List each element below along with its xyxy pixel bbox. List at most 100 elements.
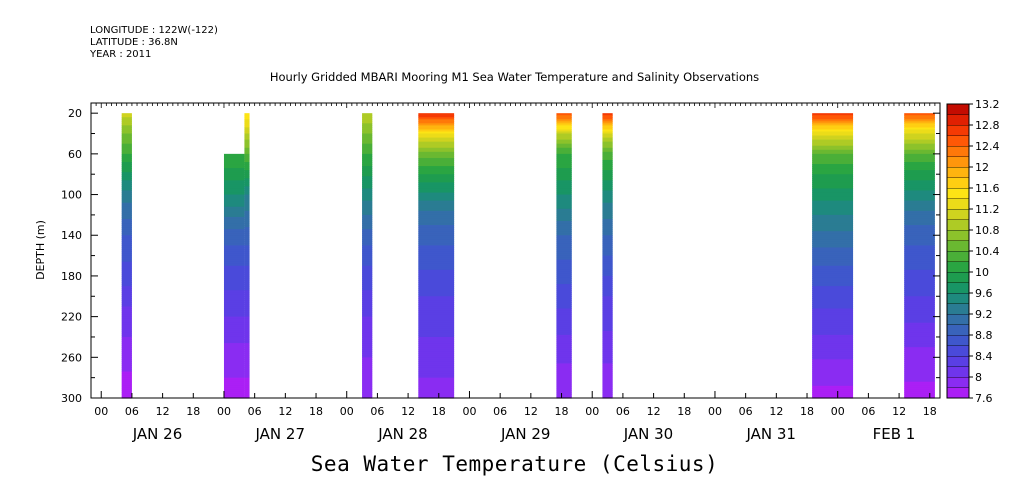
data-cell <box>602 125 613 129</box>
data-cell <box>418 247 455 251</box>
data-cell <box>244 149 250 153</box>
data-cell <box>812 363 854 367</box>
data-cell <box>418 229 455 232</box>
data-cell <box>244 225 250 228</box>
data-cell <box>244 190 250 194</box>
data-cell <box>418 361 455 365</box>
data-cell <box>244 214 250 218</box>
data-cell <box>121 373 132 377</box>
data-cell <box>362 381 373 385</box>
data-cell <box>362 184 373 188</box>
data-cell <box>244 151 250 155</box>
data-cell <box>362 298 373 301</box>
data-cell <box>904 202 935 206</box>
data-cell <box>362 326 373 330</box>
data-cell <box>121 202 132 206</box>
data-cell <box>223 363 245 367</box>
data-cell <box>244 188 250 192</box>
data-cell <box>418 377 455 381</box>
data-cell <box>121 314 132 318</box>
x-tick-label: 00 <box>217 405 231 418</box>
data-cell <box>121 322 132 326</box>
data-cell <box>223 393 245 397</box>
data-cell <box>812 182 854 185</box>
data-cell <box>904 298 935 301</box>
data-segment <box>362 113 373 399</box>
data-cell <box>121 267 132 271</box>
data-cell <box>362 355 373 358</box>
data-cell <box>556 229 572 232</box>
data-cell <box>418 233 455 236</box>
data-cell <box>121 336 132 340</box>
data-cell <box>904 332 935 336</box>
data-cell <box>556 170 572 173</box>
data-cell <box>602 135 613 139</box>
data-cell <box>812 164 854 167</box>
data-cell <box>418 349 455 352</box>
data-cell <box>418 263 455 267</box>
data-cell <box>121 261 132 265</box>
data-cell <box>223 379 245 383</box>
data-cell <box>556 263 572 267</box>
data-cell <box>223 385 245 389</box>
x-tick-label: 06 <box>248 405 262 418</box>
data-cell <box>121 218 132 222</box>
data-cell <box>812 147 854 151</box>
data-cell <box>602 155 613 159</box>
data-cell <box>904 273 935 277</box>
data-cell <box>556 186 572 190</box>
data-cell <box>244 304 250 308</box>
data-cell <box>904 312 935 316</box>
data-cell <box>121 214 132 218</box>
data-cell <box>121 198 132 202</box>
data-cell <box>244 131 250 135</box>
data-cell <box>602 379 613 383</box>
data-cell <box>244 324 250 328</box>
data-cell <box>812 359 854 362</box>
data-cell <box>812 227 854 230</box>
data-cell <box>223 387 245 391</box>
data-cell <box>244 194 250 198</box>
data-cell <box>904 389 935 393</box>
data-cell <box>602 304 613 308</box>
data-cell <box>121 221 132 224</box>
data-cell <box>812 157 854 161</box>
colorbar-band <box>946 376 970 389</box>
data-cell <box>121 243 132 247</box>
data-cell <box>121 298 132 301</box>
x-day-label: FEB 1 <box>873 425 916 443</box>
data-cell <box>418 218 455 222</box>
data-cell <box>812 176 854 179</box>
data-cell <box>418 330 455 334</box>
data-cell <box>812 269 854 273</box>
data-cell <box>418 139 455 143</box>
data-cell <box>812 170 854 173</box>
data-cell <box>418 265 455 269</box>
data-cell <box>244 271 250 275</box>
data-cell <box>244 221 250 224</box>
data-cell <box>812 115 854 118</box>
data-cell <box>244 359 250 362</box>
data-cell <box>602 343 613 346</box>
x-tick-label: 06 <box>861 405 875 418</box>
data-cell <box>556 389 572 393</box>
data-cell <box>812 292 854 295</box>
data-cell <box>812 139 854 143</box>
longitude-label: LONGITUDE : 122W(-122) <box>90 25 218 36</box>
data-cell <box>121 284 132 287</box>
data-cell <box>362 182 373 185</box>
data-cell <box>812 306 854 310</box>
data-cell <box>244 184 250 188</box>
data-cell <box>223 168 245 171</box>
data-cell <box>904 347 935 350</box>
data-cell <box>602 367 613 371</box>
data-cell <box>362 208 373 212</box>
data-cell <box>121 308 132 312</box>
data-cell <box>121 379 132 383</box>
data-cell <box>812 367 854 371</box>
data-cell <box>812 355 854 358</box>
data-cell <box>904 324 935 328</box>
data-cell <box>812 218 854 222</box>
data-cell <box>904 267 935 271</box>
data-cell <box>418 347 455 350</box>
